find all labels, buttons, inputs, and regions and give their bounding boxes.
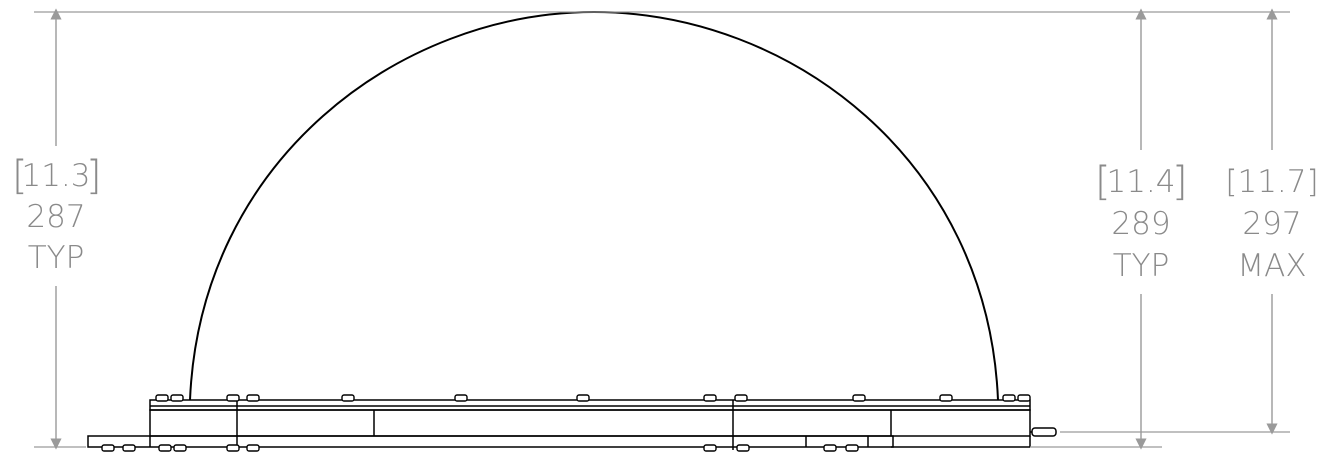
dome-outline	[189, 10, 999, 401]
base-top-plate	[149, 399, 1031, 411]
base-pin	[1031, 427, 1057, 437]
base-lower-body	[149, 409, 1031, 437]
dimension-right-inner-mm: 289	[1111, 206, 1170, 242]
svg-text:[: [	[12, 153, 28, 199]
dimension-right-inner: [ ] 11.4 289 TYP	[1092, 8, 1192, 450]
base-bottom-rail	[87, 435, 894, 448]
dimension-right-outer-note: MAX	[1237, 248, 1306, 284]
base-assembly	[87, 399, 1057, 450]
dimension-left: [ ] 11.3 287 TYP	[8, 8, 104, 450]
bottom-bolts	[101, 444, 859, 452]
svg-text:[: [	[1095, 159, 1111, 205]
dimension-left-mm: 287	[26, 199, 85, 235]
dimension-right-inner-note: TYP	[1113, 248, 1170, 284]
svg-text:]: ]	[86, 153, 102, 199]
dimension-left-inches: 11.3	[21, 158, 90, 194]
dimension-left-note: TYP	[28, 240, 85, 276]
dimension-right-inner-inches: 11.4	[1106, 164, 1175, 200]
dimension-right-outer-mm: 297	[1242, 206, 1301, 242]
top-bolts	[155, 394, 1031, 402]
svg-text:]: ]	[1172, 159, 1188, 205]
dimension-right-outer: [11.7] 297 MAX	[1222, 8, 1322, 435]
dimension-right-outer-inches: [11.7]	[1225, 164, 1318, 200]
